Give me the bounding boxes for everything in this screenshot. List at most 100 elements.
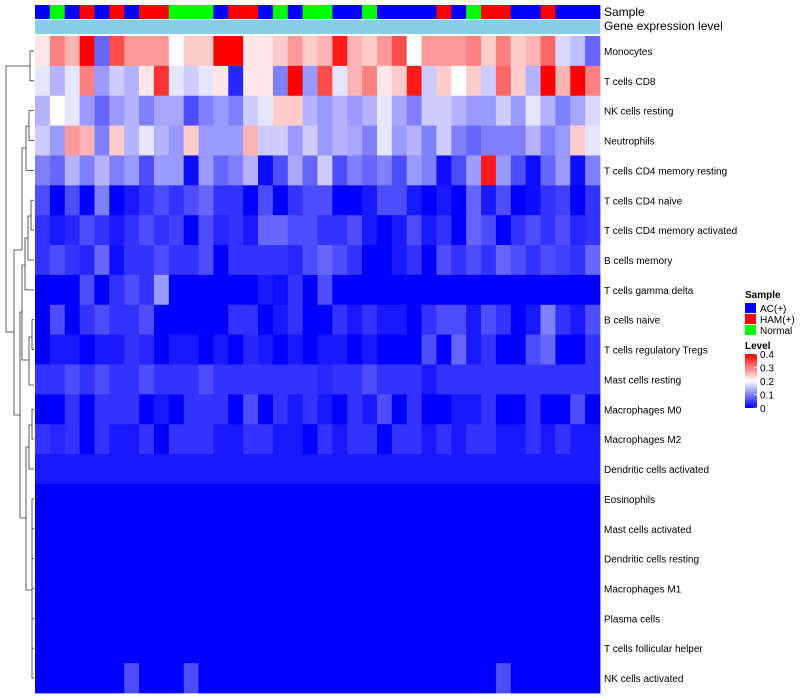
dendrogram-branch [28,110,34,141]
heatmap-cell [198,274,214,306]
heatmap-cell [228,185,244,216]
heatmap-cell [49,125,66,156]
heatmap-cell [436,215,452,246]
heatmap-cell [64,125,81,156]
heatmap-cell [481,513,497,545]
heatmap-cell [347,513,363,545]
heatmap-cell [466,125,482,156]
heatmap-cell [332,513,348,545]
sample-legend-swatch [745,314,756,324]
sample-annotation-cell [94,5,110,19]
heatmap-cell [317,424,333,455]
heatmap-cell [451,513,467,545]
heatmap-cell [391,36,408,67]
heatmap-cell [243,215,259,246]
heatmap-cell [406,483,422,515]
heatmap-cell [272,394,289,425]
heatmap-cell [510,334,527,365]
heatmap-cell [466,95,482,126]
heatmap-cell [79,185,95,216]
sample-annotation-bar [35,5,601,19]
sample-annotation-cell [481,5,497,19]
heatmap-cell [317,36,333,67]
heatmap-cell [64,483,81,515]
row-label: T cells CD4 naive [604,196,683,207]
heatmap-cell [302,543,318,574]
heatmap-cell [49,245,66,276]
heatmap-cell [332,95,348,126]
heatmap-cell [94,185,110,216]
heatmap-cell [540,245,556,276]
heatmap-cell [362,663,378,694]
heatmap-cell [94,125,110,156]
sample-annotation-cell [168,5,185,19]
heatmap-cell [302,364,318,395]
heatmap-cell [287,245,304,276]
heatmap-cell [198,185,214,216]
dendrogram-branch [24,237,34,291]
heatmap-cell [451,36,467,67]
heatmap-cell [510,185,527,216]
heatmap-cell [421,573,437,604]
heatmap-cell [436,454,452,485]
heatmap-cell [481,95,497,126]
heatmap-cell [421,304,437,336]
heatmap-cell [376,633,393,664]
heatmap-cell [495,364,512,395]
heatmap-cell [317,543,333,574]
heatmap-cell [153,633,170,664]
level-legend-title: Level [745,341,771,352]
heatmap-cell [35,155,51,186]
sample-annotation-cell [570,5,586,19]
heatmap-cell [79,454,95,485]
heatmap-cell [139,185,155,216]
heatmap-cell [49,304,66,336]
heatmap-cell [555,274,571,306]
heatmap-cell [362,125,378,156]
heatmap-cell [347,633,363,664]
heatmap-cell [481,304,497,336]
heatmap-cell [124,364,140,395]
heatmap-cell [302,633,318,664]
heatmap-cell [540,155,556,186]
heatmap-cell [183,663,199,694]
heatmap-cell [421,125,437,156]
heatmap-cell [555,36,571,67]
row-label: B cells memory [604,256,672,267]
heatmap-cell [287,573,304,604]
heatmap-cell [570,364,586,395]
heatmap-cell [168,483,185,515]
heatmap-cell [436,364,452,395]
heatmap-cell [585,454,601,485]
heatmap-cell [302,95,318,126]
heatmap-cell [347,95,363,126]
row-labels: Monocytes T cells CD8 NK cells resting Neut… [604,47,737,685]
heatmap-cell [540,215,556,246]
heatmap-cell [198,95,214,126]
heatmap-cell [35,245,51,276]
heatmap-cell [525,513,541,545]
heatmap-cell [466,304,482,336]
heatmap-cell [272,603,289,634]
heatmap-cell [272,155,289,186]
heatmap-cell [228,245,244,276]
heatmap-cell [168,274,185,306]
heatmap-cell [139,633,155,664]
heatmap-cell [332,185,348,216]
row-label: Neutrophils [604,137,655,148]
heatmap-cell [139,334,155,365]
heatmap-cell [64,215,81,246]
heatmap-cell [35,663,51,694]
heatmap-cell [94,394,110,425]
heatmap-cell [94,663,110,694]
heatmap-cell [555,663,571,694]
dendrogram-branch [20,147,26,251]
heatmap-cells [35,36,601,694]
heatmap-cell [139,155,155,186]
heatmap-cell [198,573,214,604]
heatmap-cell [421,245,437,276]
heatmap-cell [64,394,81,425]
heatmap-cell [317,334,333,365]
heatmap-cell [391,185,408,216]
row-label: T cells CD4 memory resting [604,166,727,177]
